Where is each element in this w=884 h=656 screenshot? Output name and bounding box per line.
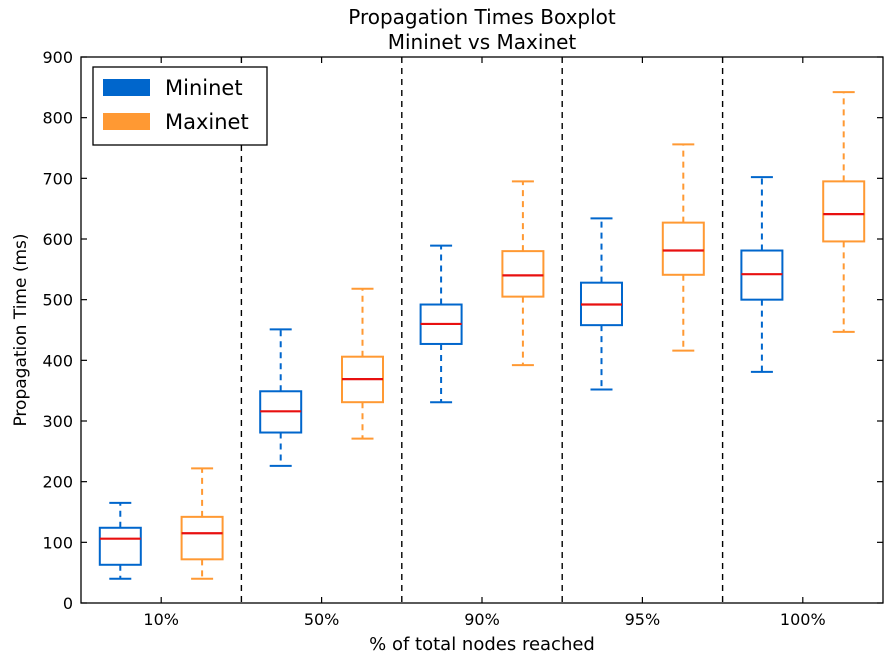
x-axis-label: % of total nodes reached <box>369 634 595 655</box>
y-tick-label: 200 <box>42 473 73 492</box>
y-tick-label: 500 <box>42 291 73 310</box>
legend-label-mininet: Mininet <box>165 76 243 100</box>
x-tick-label: 95% <box>625 610 661 629</box>
plot-area: 0 100 200 300 400 500 600 700 800 900 10% 50% 90% 95%… <box>42 48 883 629</box>
y-tick-label: 0 <box>63 594 73 613</box>
box-maxinet <box>661 221 705 276</box>
x-tick-label: 90% <box>464 610 500 629</box>
legend-swatch-maxinet <box>103 113 150 130</box>
y-tick-label: 800 <box>42 109 73 128</box>
legend: Mininet Maxinet <box>92 66 268 146</box>
y-tick-label: 900 <box>42 48 73 67</box>
box-mininet <box>98 526 142 566</box>
chart-title: Propagation Times Boxplot <box>348 5 616 29</box>
box-maxinet <box>501 250 545 298</box>
y-tick-label: 400 <box>42 351 73 370</box>
y-tick-label: 600 <box>42 230 73 249</box>
box-maxinet <box>180 515 224 561</box>
legend-swatch-mininet <box>103 79 150 96</box>
chart-subtitle: Mininet vs Maxinet <box>388 30 577 54</box>
y-axis-label: Propagation Time (ms) <box>11 233 31 426</box>
box-maxinet <box>822 180 866 243</box>
x-tick-label: 100% <box>780 610 826 629</box>
x-tick-label: 10% <box>143 610 179 629</box>
y-tick-label: 100 <box>42 533 73 552</box>
x-tick-label: 50% <box>304 610 340 629</box>
y-tick-label: 300 <box>42 412 73 431</box>
plot-frame <box>80 56 884 604</box>
y-tick-label: 700 <box>42 169 73 188</box>
legend-label-maxinet: Maxinet <box>165 110 249 134</box>
